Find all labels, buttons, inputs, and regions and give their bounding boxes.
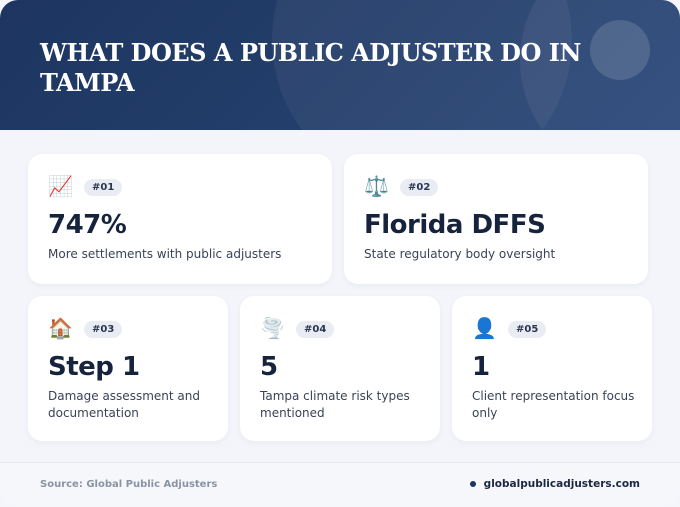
person-icon: 👤 [472, 318, 497, 340]
website-label: globalpublicadjusters.com [483, 478, 640, 490]
house-icon: 🏠 [48, 318, 73, 340]
bullet-dot-icon [469, 481, 476, 487]
stat-value: Florida DFFS [364, 210, 546, 240]
source-text: Source: Global Public Adjusters [40, 479, 218, 490]
stat-value: 747% [48, 210, 127, 240]
stat-badge: #03 [84, 320, 123, 338]
stat-card-5: 👤 #05 1 Client representation focus only [452, 296, 652, 441]
stats-grid: 📈 #01 747% More settlements with public … [0, 130, 680, 462]
stat-description: Tampa climate risk types mentioned [260, 389, 410, 420]
stat-card-1: 📈 #01 747% More settlements with public … [28, 154, 332, 284]
stat-badge: #05 [508, 320, 547, 338]
stat-value: Step 1 [48, 352, 140, 382]
stat-description: Damage assessment and documentation [48, 389, 200, 420]
stat-value: 1 [472, 352, 490, 382]
footer: Source: Global Public Adjusters globalpu… [0, 462, 680, 507]
page-title: WHAT DOES A PUBLIC ADJUSTER DO IN TAMPA [40, 38, 581, 97]
tornado-icon: 🌪️ [260, 318, 285, 340]
decorative-circle [272, 0, 572, 130]
stat-description: Client representation focus only [472, 389, 635, 420]
decorative-circle [590, 20, 650, 80]
stat-description: State regulatory body oversight [364, 247, 556, 261]
stat-value: 5 [260, 352, 278, 382]
stat-card-4: 🌪️ #04 5 Tampa climate risk types mentio… [240, 296, 440, 441]
chart-increasing-icon: 📈 [48, 176, 73, 198]
decorative-circle [520, 0, 680, 130]
stat-badge: #02 [400, 178, 439, 196]
balance-scale-icon: ⚖️ [364, 176, 389, 198]
website-link[interactable]: globalpublicadjusters.com [469, 478, 640, 490]
stat-badge: #04 [296, 320, 335, 338]
stat-card-2: ⚖️ #02 Florida DFFS State regulatory bod… [344, 154, 648, 284]
stat-badge: #01 [84, 178, 123, 196]
stat-card-3: 🏠 #03 Step 1 Damage assessment and docum… [28, 296, 228, 441]
header-banner: WHAT DOES A PUBLIC ADJUSTER DO IN TAMPA [0, 0, 680, 130]
stat-description: More settlements with public adjusters [48, 247, 282, 261]
